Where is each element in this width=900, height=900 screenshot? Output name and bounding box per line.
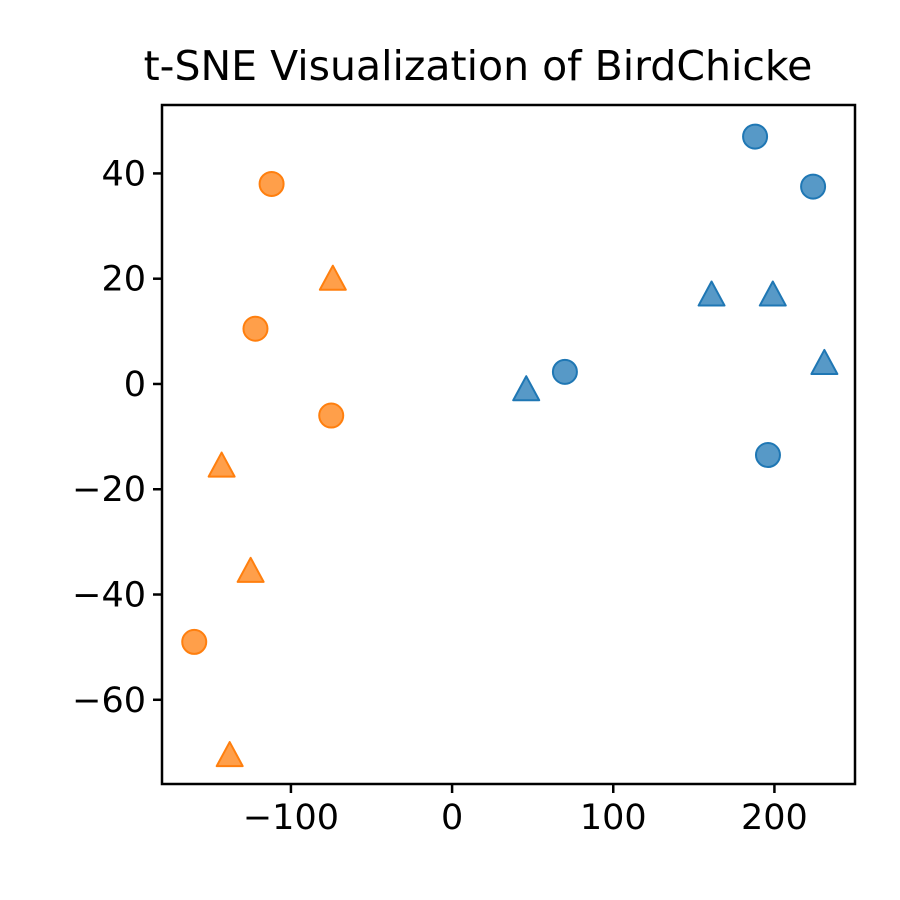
x-tick-label: −100 [243,798,339,838]
data-point-triangle [512,375,541,402]
data-point-triangle [236,556,265,583]
data-point-circle [258,170,285,197]
data-point-triangle [318,264,347,291]
data-point-circle [318,402,345,429]
data-point-circle [551,358,578,385]
chart-title: t-SNE Visualization of BirdChicke [144,42,813,90]
data-point-triangle [810,348,839,375]
plot-area-frame [160,103,857,786]
data-point-triangle [207,451,236,478]
data-point-circle [242,315,269,342]
y-tick-label: 20 [101,260,146,300]
data-point-circle [754,442,781,469]
y-tick-label: 40 [101,154,146,194]
data-marks [181,123,839,768]
y-tick-label: −60 [72,681,146,721]
data-point-triangle [697,280,726,307]
y-tick-label: 0 [124,365,146,405]
data-point-triangle [215,741,244,768]
y-tick-label: −20 [72,470,146,510]
x-tick-label: 200 [741,798,808,838]
data-point-triangle [758,280,787,307]
x-tick-label: 0 [441,798,463,838]
y-tick-label: −40 [72,576,146,616]
x-tick-label: 100 [580,798,647,838]
data-point-circle [742,123,769,150]
data-point-circle [800,173,827,200]
data-point-circle [181,628,208,655]
